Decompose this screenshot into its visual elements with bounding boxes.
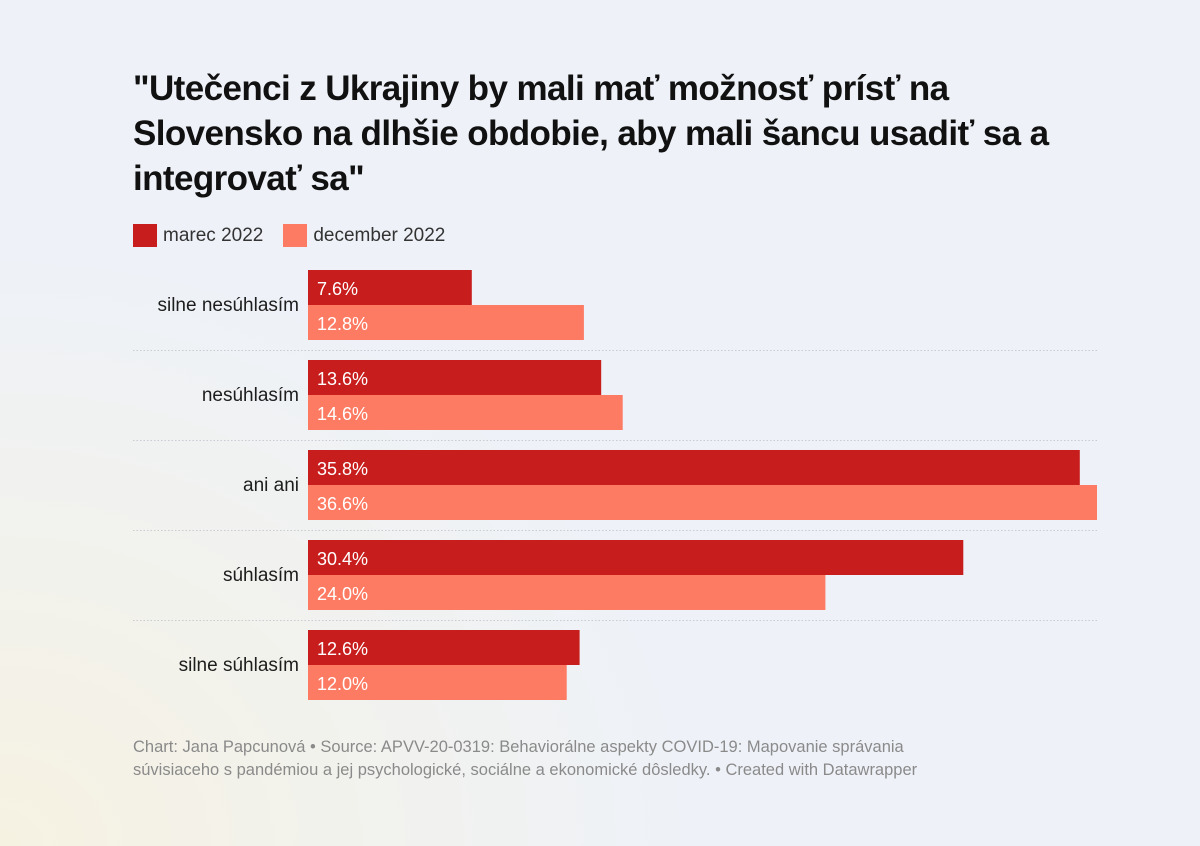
bar-marec-2022: [308, 270, 472, 305]
category-label: silne súhlasím: [179, 655, 299, 676]
footer-credit-line-1: Chart: Jana Papcunová • Source: APVV-20-…: [133, 738, 904, 756]
bar-group-silne-nesuhlasim: silne nesúhlasím 7.6% 12.8%: [157, 270, 584, 340]
data-label: 12.6%: [317, 639, 368, 659]
category-label: nesúhlasím: [202, 385, 299, 406]
bar-group-nesuhlasim: nesúhlasím 13.6% 14.6%: [202, 360, 623, 430]
bar-marec-2022: [308, 450, 1080, 485]
data-label: 36.6%: [317, 494, 368, 514]
legend-item-december-2022: december 2022: [283, 224, 445, 247]
category-label: silne nesúhlasím: [157, 295, 299, 316]
bar-marec-2022: [308, 360, 602, 395]
category-label: ani ani: [243, 475, 299, 496]
legend-item-marec-2022: marec 2022: [133, 224, 263, 247]
footer-credit-line-2: súvisiaceho s pandémiou a jej psychologi…: [133, 761, 918, 779]
bar-marec-2022: [308, 630, 580, 665]
bar-group-ani-ani: ani ani 35.8% 36.6%: [243, 450, 1097, 520]
chart-footer: Chart: Jana Papcunová • Source: APVV-20-…: [133, 736, 1053, 782]
bar-december-2022: [308, 575, 826, 610]
bar-marec-2022: [308, 540, 964, 575]
bar-group-suhlasim: súhlasím 30.4% 24.0%: [223, 540, 964, 610]
data-label: 35.8%: [317, 459, 368, 479]
legend-label-marec-2022: marec 2022: [163, 224, 264, 246]
data-label: 13.6%: [317, 369, 368, 389]
category-label: súhlasím: [223, 565, 299, 586]
legend-swatch-december-2022: [283, 224, 308, 247]
bar-december-2022: [308, 665, 567, 700]
data-label: 7.6%: [317, 279, 358, 299]
bar-december-2022: [308, 485, 1097, 520]
chart-title: "Utečenci z Ukrajiny by mali mať možnosť…: [133, 69, 1049, 198]
data-label: 12.0%: [317, 674, 368, 694]
data-label: 14.6%: [317, 404, 368, 424]
bar-group-silne-suhlasim: silne súhlasím 12.6% 12.0%: [179, 630, 580, 700]
bar-december-2022: [308, 305, 584, 340]
legend: marec 2022 december 2022: [133, 224, 465, 247]
bar-december-2022: [308, 395, 623, 430]
data-label: 12.8%: [317, 314, 368, 334]
data-label: 24.0%: [317, 584, 368, 604]
legend-swatch-marec-2022: [133, 224, 157, 247]
legend-label-december-2022: december 2022: [313, 224, 446, 246]
data-label: 30.4%: [317, 549, 368, 569]
